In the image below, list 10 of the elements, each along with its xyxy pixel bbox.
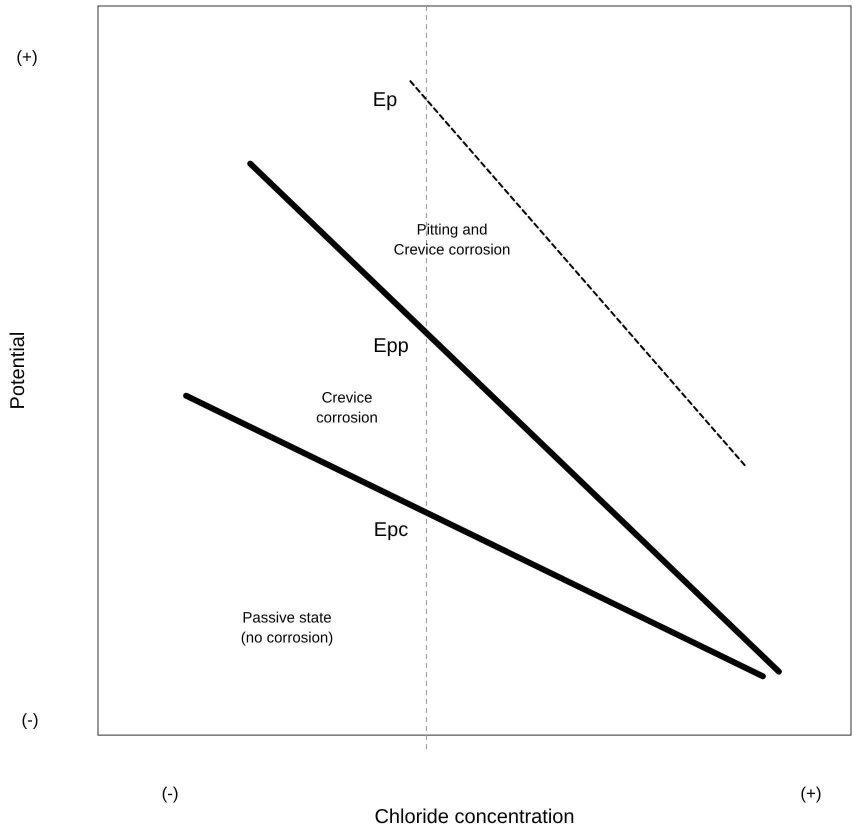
series-label: Epp xyxy=(373,335,409,357)
annotation: Pitting and Crevice corrosion xyxy=(394,222,510,258)
text: (+) xyxy=(16,48,38,66)
annotation: Crevice corrosion xyxy=(316,390,378,426)
y-axis-title: Potential xyxy=(7,332,29,410)
x-axis-title: Chloride concentration xyxy=(374,806,575,828)
text: (-) xyxy=(22,710,38,730)
series-label: Ep xyxy=(372,89,398,111)
annotation: Passive state (no corrosion) xyxy=(240,610,334,646)
series-label: Epc xyxy=(374,519,408,541)
